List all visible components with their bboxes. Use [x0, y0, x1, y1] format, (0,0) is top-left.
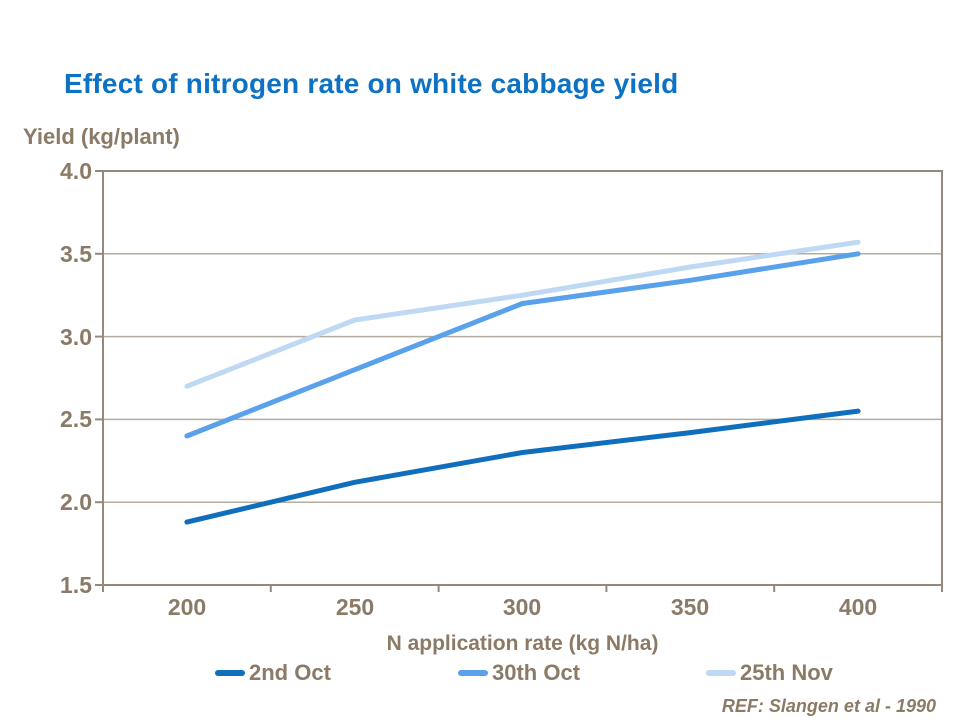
x-tick-label: 250: [335, 594, 375, 620]
x-tick-label: 350: [670, 594, 710, 620]
y-tick-label: 3.0: [60, 324, 92, 350]
legend-item-2nd-oct: 2nd Oct: [215, 660, 331, 686]
x-tick-label: 400: [838, 594, 878, 620]
reference-citation: REF: Slangen et al - 1990: [721, 696, 936, 716]
x-tick-label: 200: [167, 594, 207, 620]
y-tick-label: 2.0: [60, 489, 92, 515]
chart-title: Effect of nitrogen rate on white cabbage…: [64, 68, 679, 99]
y-tick-label: 2.5: [60, 406, 92, 432]
x-axis-title: N application rate (kg N/ha): [386, 632, 659, 655]
legend-label: 30th Oct: [492, 660, 581, 685]
legend-item-30th-oct: 30th Oct: [458, 660, 580, 686]
x-tick-label: 300: [502, 594, 542, 620]
y-axis-title: Yield (kg/plant): [23, 124, 180, 149]
legend-label: 25th Nov: [740, 660, 833, 685]
legend-label: 2nd Oct: [249, 660, 331, 685]
legend-line-swatch-icon: [458, 670, 488, 676]
legend-line-swatch-icon: [215, 670, 245, 676]
legend-line-swatch-icon: [706, 670, 736, 676]
y-tick-label: 1.5: [60, 572, 92, 598]
y-tick-label: 4.0: [60, 158, 92, 184]
y-tick-label: 3.5: [60, 241, 92, 267]
plot-area: [95, 170, 943, 592]
legend-item-25th-nov: 25th Nov: [706, 660, 833, 686]
